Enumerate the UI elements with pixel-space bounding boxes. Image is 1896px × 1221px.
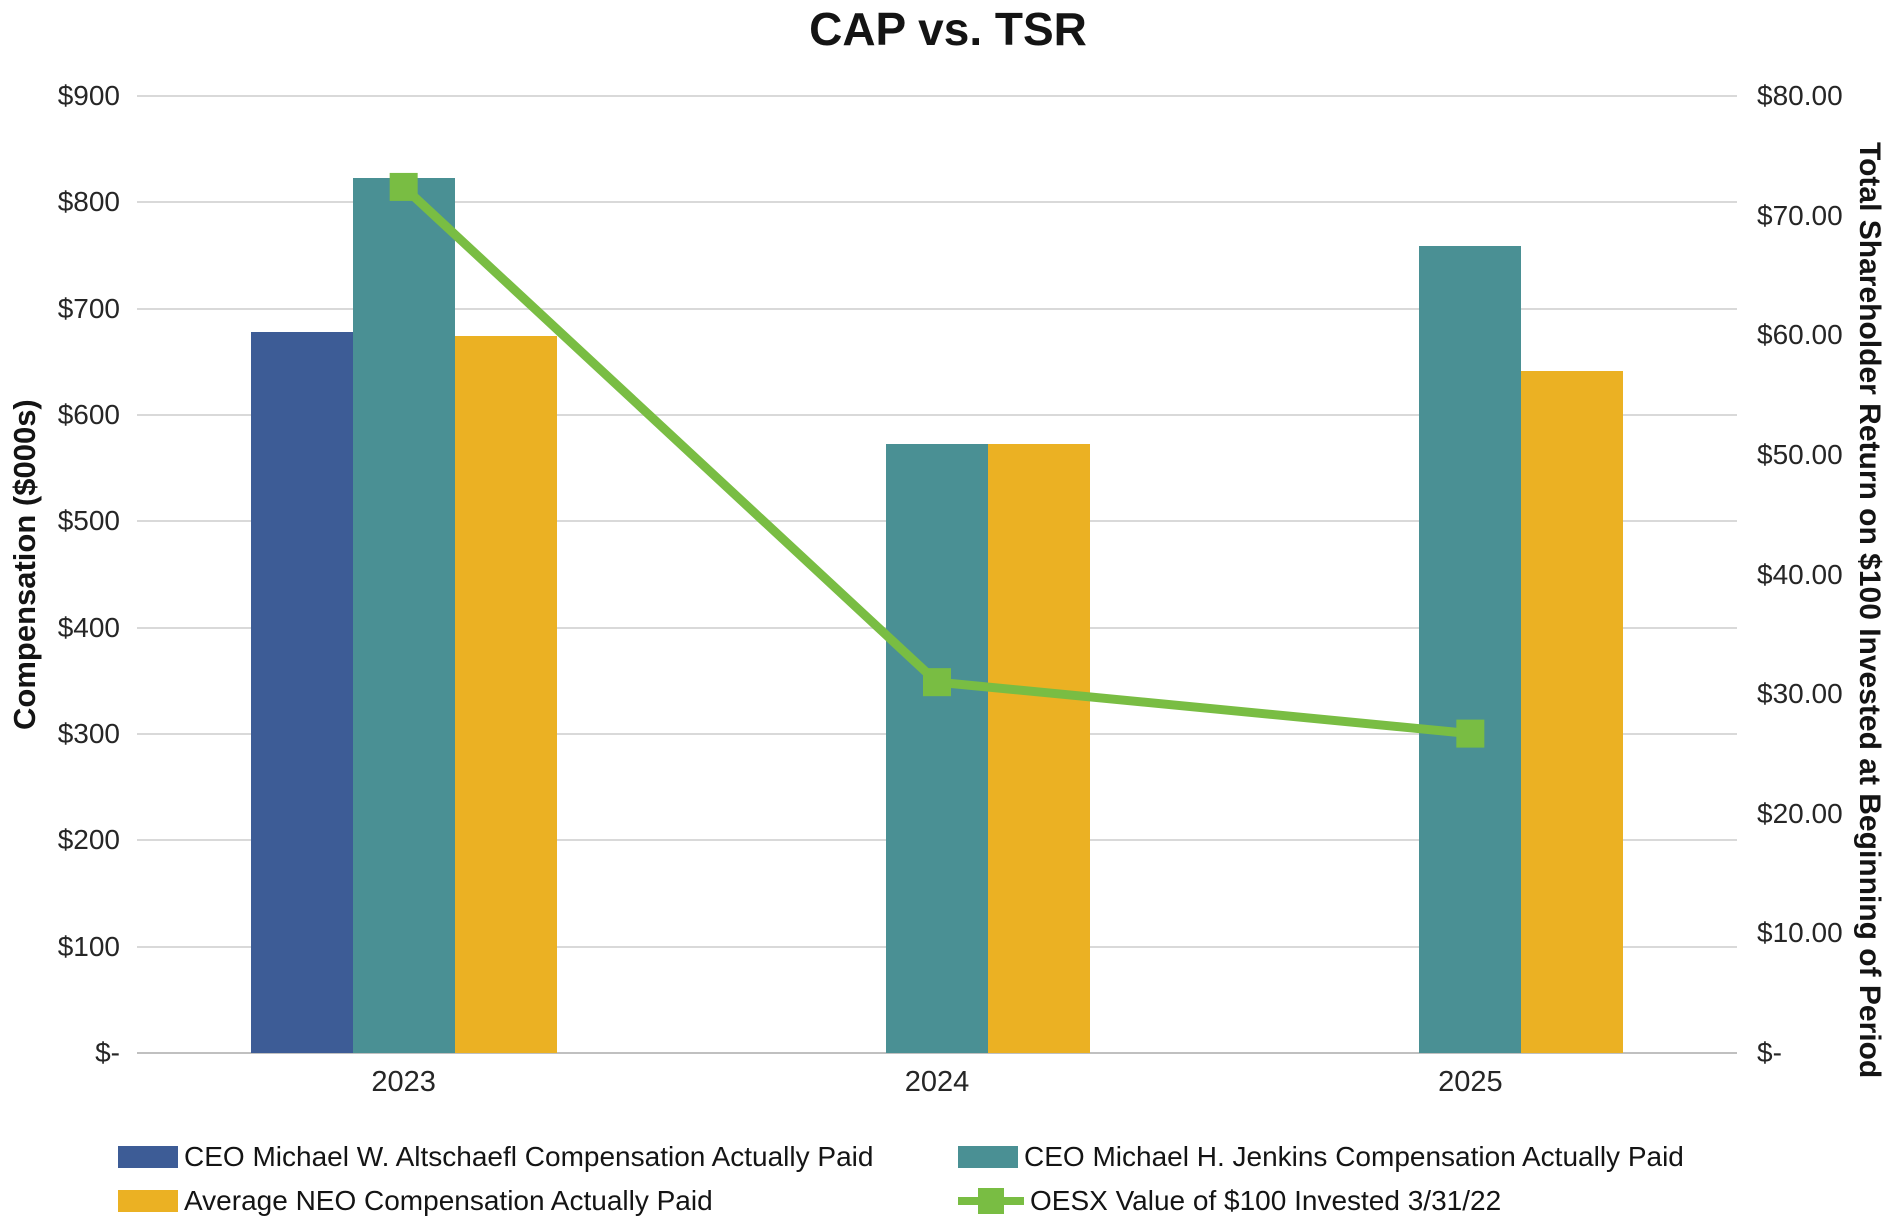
bar bbox=[886, 443, 988, 1053]
gridline bbox=[137, 307, 1737, 310]
x-axis-label: 2025 bbox=[1438, 1066, 1503, 1098]
y-axis-tick-label: $900 bbox=[57, 80, 120, 111]
y-axis-tick-label: $300 bbox=[57, 718, 120, 749]
x-axis-label: 2024 bbox=[904, 1066, 970, 1098]
legend-label: Average NEO Compensation Actually Paid bbox=[184, 1185, 713, 1216]
bar bbox=[1419, 245, 1522, 1053]
legend-item: OESX Value of $100 Invested 3/31/22 bbox=[958, 1184, 1501, 1218]
legend-swatch-icon bbox=[958, 1146, 1018, 1168]
y-axis-tick-label: $800 bbox=[57, 186, 120, 218]
tsr-line bbox=[400, 183, 1471, 739]
right-axis-tick-label: $10.00 bbox=[1757, 917, 1843, 949]
legend-item: Average NEO Compensation Actually Paid bbox=[118, 1184, 713, 1218]
tsr-line-layer bbox=[389, 172, 1485, 748]
y-axis-tick-label: $400 bbox=[57, 611, 120, 643]
tsr-marker bbox=[923, 668, 951, 697]
x-axis-label: 2023 bbox=[371, 1066, 436, 1098]
right-axis-tick-label: $20.00 bbox=[1757, 797, 1843, 829]
right-axis-tick-label: $80.00 bbox=[1757, 80, 1843, 111]
right-axis-tick-label: $50.00 bbox=[1757, 438, 1843, 470]
right-axis-tick-label: $70.00 bbox=[1757, 199, 1843, 231]
legend-square bbox=[978, 1188, 1004, 1214]
right-axis-tick-label: $- bbox=[1757, 1037, 1782, 1068]
gridline bbox=[137, 95, 1737, 97]
right-axis-tick-label: $30.00 bbox=[1757, 678, 1843, 710]
bar bbox=[454, 336, 557, 1053]
legend-label: CEO Michael H. Jenkins Compensation Actu… bbox=[1024, 1141, 1684, 1172]
right-axis-tick-label: $40.00 bbox=[1757, 558, 1843, 590]
tsr-marker bbox=[1456, 719, 1485, 748]
gridline bbox=[137, 414, 1737, 416]
legend-label: OESX Value of $100 Invested 3/31/22 bbox=[1030, 1185, 1502, 1216]
y-axis-tick-label: $- bbox=[95, 1037, 120, 1068]
legend-item: CEO Michael W. Altschaefl Compensation A… bbox=[118, 1140, 873, 1174]
plot-area bbox=[137, 95, 1737, 1054]
gridline bbox=[137, 201, 1737, 204]
legend-swatch-icon bbox=[118, 1190, 178, 1212]
y-axis-tick-label: $100 bbox=[57, 930, 120, 962]
legend-label: CEO Michael W. Altschaefl Compensation A… bbox=[184, 1141, 874, 1172]
bar bbox=[352, 177, 455, 1053]
y-axis-tick-label: $600 bbox=[57, 399, 120, 430]
legend-item: CEO Michael H. Jenkins Compensation Actu… bbox=[958, 1140, 1684, 1174]
bar bbox=[988, 443, 1090, 1053]
right-axis-title: Total Shareholder Return on $100 Investe… bbox=[1853, 142, 1886, 1079]
legend-line-marker-icon bbox=[958, 1187, 1024, 1215]
tsr-marker bbox=[389, 172, 418, 201]
chart-title: CAP vs. TSR bbox=[809, 3, 1087, 55]
right-axis-tick-label: $60.00 bbox=[1757, 319, 1843, 351]
x-axis-line bbox=[137, 1052, 1737, 1054]
y-axis-tick-label: $500 bbox=[57, 505, 120, 537]
bar bbox=[250, 332, 353, 1053]
legend-swatch-icon bbox=[118, 1146, 178, 1168]
y-axis-tick-label: $700 bbox=[57, 292, 120, 324]
bar bbox=[1521, 371, 1624, 1053]
y-axis-tick-label: $200 bbox=[57, 824, 120, 856]
